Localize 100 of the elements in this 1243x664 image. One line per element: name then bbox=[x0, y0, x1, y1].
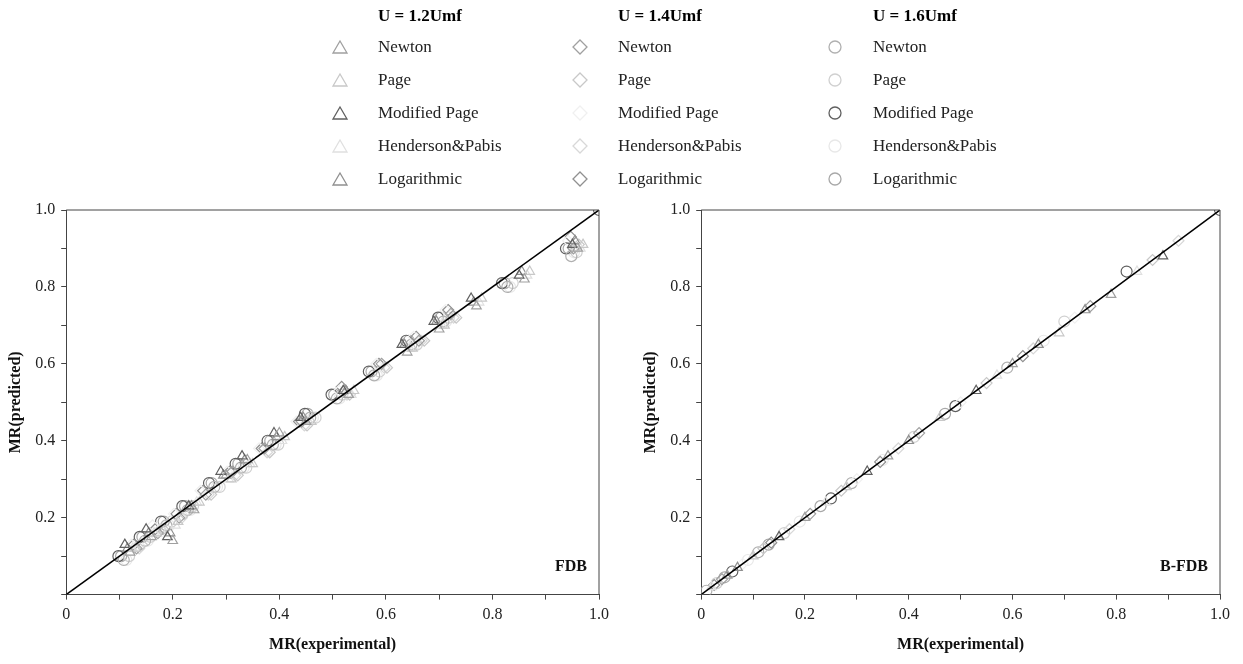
legend-label: Henderson&Pabis bbox=[618, 135, 742, 156]
legend-label: Page bbox=[618, 69, 652, 90]
point bbox=[804, 507, 817, 520]
point bbox=[170, 519, 181, 529]
point bbox=[732, 561, 743, 572]
point bbox=[778, 526, 791, 540]
point bbox=[271, 430, 283, 441]
point bbox=[1157, 250, 1169, 260]
point bbox=[1105, 288, 1117, 298]
point bbox=[1079, 303, 1091, 314]
point bbox=[841, 480, 852, 491]
point bbox=[524, 265, 536, 275]
point bbox=[1053, 326, 1065, 337]
point bbox=[913, 426, 926, 440]
point bbox=[814, 500, 827, 513]
legend-label: Modified Page bbox=[378, 102, 479, 123]
point bbox=[124, 546, 136, 556]
point bbox=[162, 530, 173, 541]
point bbox=[783, 523, 796, 536]
y-axis-title: MR(predicted) bbox=[5, 351, 24, 454]
point bbox=[1172, 234, 1185, 247]
legend-label: Modified Page bbox=[618, 102, 719, 123]
point bbox=[577, 238, 589, 248]
point bbox=[1037, 334, 1050, 347]
point bbox=[473, 296, 485, 306]
legend-label: Logarithmic bbox=[618, 168, 703, 189]
annotation: B-FDB bbox=[1160, 556, 1209, 574]
legend-label: Modified Page bbox=[873, 102, 974, 123]
y-tick-label: 0.6 bbox=[35, 354, 56, 372]
point bbox=[165, 515, 178, 528]
point bbox=[146, 519, 159, 532]
point bbox=[172, 515, 184, 525]
legend-label: Newton bbox=[873, 36, 927, 57]
x-axis-title: MR(experimental) bbox=[897, 634, 1025, 653]
y-tick-label: 1.0 bbox=[670, 200, 691, 218]
point bbox=[721, 569, 733, 579]
point bbox=[835, 484, 848, 497]
point bbox=[736, 557, 749, 570]
point bbox=[567, 238, 578, 248]
point bbox=[516, 265, 528, 275]
point bbox=[1084, 300, 1097, 313]
point bbox=[824, 492, 837, 505]
point bbox=[506, 276, 519, 290]
x-tick-label: 1.0 bbox=[1210, 605, 1230, 623]
point bbox=[444, 307, 457, 320]
y-tick-label: 0.4 bbox=[670, 430, 691, 448]
point bbox=[938, 407, 952, 420]
point bbox=[433, 323, 445, 333]
point bbox=[1001, 361, 1014, 374]
point bbox=[215, 465, 227, 475]
point bbox=[122, 550, 136, 563]
point bbox=[892, 442, 905, 455]
x-tick-label: 0.8 bbox=[482, 605, 503, 623]
legend-label: Newton bbox=[618, 36, 672, 57]
y-tick-label: 0.8 bbox=[670, 277, 691, 295]
point bbox=[1131, 265, 1143, 275]
point bbox=[726, 565, 739, 578]
point bbox=[752, 546, 765, 559]
point bbox=[799, 511, 811, 522]
point bbox=[850, 473, 863, 486]
text: U = 1.6Umf bbox=[872, 6, 958, 27]
point bbox=[861, 465, 873, 475]
point bbox=[332, 384, 346, 397]
legend-label: Logarithmic bbox=[378, 168, 463, 189]
legend-label: Page bbox=[378, 69, 412, 90]
point bbox=[471, 300, 482, 310]
x-tick-label: 0.4 bbox=[269, 605, 290, 623]
y-tick-label: 0.2 bbox=[35, 507, 56, 525]
point bbox=[991, 369, 1003, 379]
point bbox=[741, 553, 754, 567]
point bbox=[1120, 265, 1133, 278]
x-tick-label: 0 bbox=[697, 605, 706, 623]
point bbox=[820, 496, 832, 506]
text: U = 1.2Umf bbox=[377, 6, 463, 27]
x-tick-label: 0.6 bbox=[375, 605, 396, 623]
x-tick-label: 0 bbox=[62, 605, 71, 623]
point bbox=[1068, 311, 1081, 324]
x-tick-label: 0.4 bbox=[898, 605, 919, 623]
y-axis-title: MR(predicted) bbox=[640, 351, 659, 454]
point bbox=[934, 411, 946, 422]
point bbox=[954, 396, 967, 409]
point bbox=[1027, 342, 1040, 355]
point bbox=[167, 534, 179, 545]
legend-label: Henderson&Pabis bbox=[873, 135, 997, 156]
x-tick-label: 1.0 bbox=[589, 605, 609, 623]
legend-label: Logarithmic bbox=[873, 168, 958, 189]
y-tick-label: 0.4 bbox=[35, 430, 56, 448]
point bbox=[164, 526, 176, 537]
point bbox=[1058, 315, 1071, 328]
point bbox=[465, 292, 477, 302]
point bbox=[564, 230, 577, 244]
x-tick-label: 0.2 bbox=[162, 605, 183, 623]
point bbox=[442, 311, 455, 324]
x-tick-label: 0.2 bbox=[794, 605, 815, 623]
point bbox=[845, 476, 858, 490]
y-tick-label: 0.8 bbox=[35, 277, 56, 295]
y-tick-label: 0.2 bbox=[670, 507, 691, 525]
point bbox=[980, 376, 993, 390]
point bbox=[401, 346, 413, 356]
point bbox=[273, 426, 285, 437]
